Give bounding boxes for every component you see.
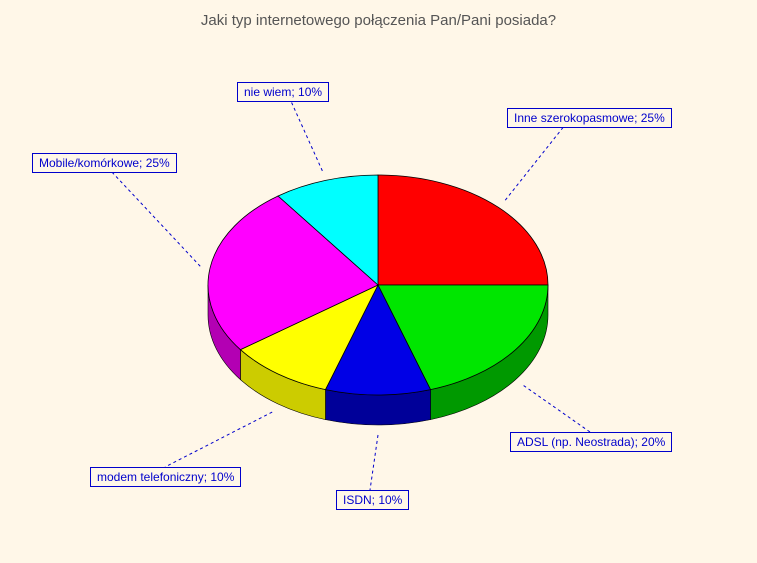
leader-line — [505, 125, 565, 200]
leader-line — [165, 412, 272, 467]
leader-line — [290, 99, 322, 171]
leader-line — [110, 170, 200, 266]
slice-label: ADSL (np. Neostrada); 20% — [510, 432, 672, 452]
leader-line — [370, 435, 378, 490]
slice-label: Mobile/komórkowe; 25% — [32, 153, 177, 173]
slice-label: Inne szerokopasmowe; 25% — [507, 108, 672, 128]
leader-line — [524, 386, 590, 432]
slice-label: ISDN; 10% — [336, 490, 409, 510]
pie-chart: Inne szerokopasmowe; 25% ADSL (np. Neostr… — [0, 0, 757, 558]
slice-label: nie wiem; 10% — [237, 82, 329, 102]
slice-label: modem telefoniczny; 10% — [90, 467, 241, 487]
pie-slice — [378, 175, 548, 285]
